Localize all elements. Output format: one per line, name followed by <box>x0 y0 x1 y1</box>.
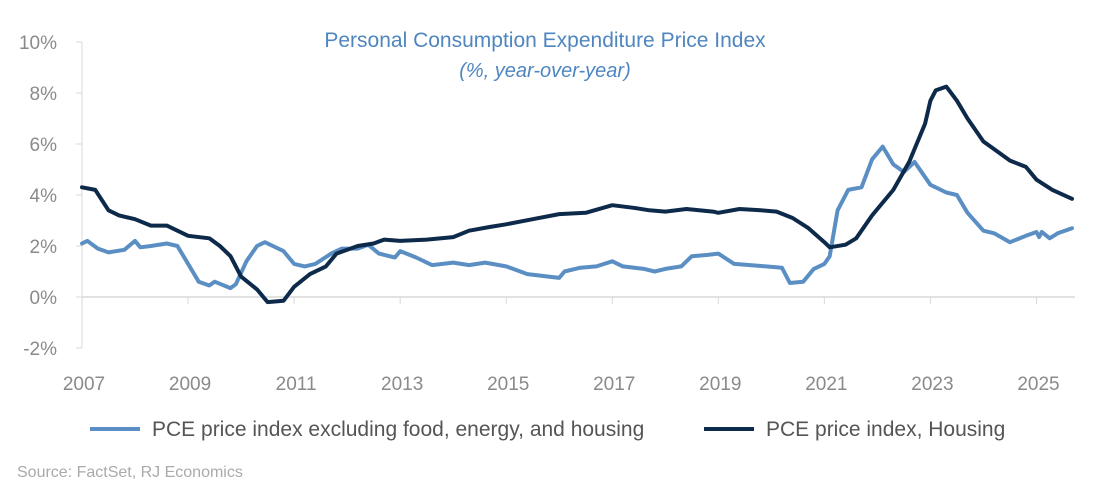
y-tick-label: 10% <box>19 33 57 54</box>
x-tick-label: 2007 <box>63 374 105 395</box>
x-tick-label: 2021 <box>805 374 847 395</box>
y-tick-label: -2% <box>23 339 57 360</box>
legend: PCE price index excluding food, energy, … <box>90 418 1005 441</box>
x-tick-label: 2023 <box>911 374 953 395</box>
x-tick-label: 2015 <box>487 374 529 395</box>
legend-label-core: PCE price index excluding food, energy, … <box>152 418 644 441</box>
x-tick-label: 2017 <box>593 374 635 395</box>
y-tick-label: 6% <box>30 135 58 156</box>
x-tick-label: 2025 <box>1017 374 1059 395</box>
series-line-core <box>80 144 1074 291</box>
x-tick-label: 2019 <box>699 374 741 395</box>
y-tick-label: 8% <box>30 84 58 105</box>
x-tick-label: 2011 <box>276 374 317 395</box>
source-note: Source: FactSet, RJ Economics <box>17 464 243 481</box>
x-tick-label: 2013 <box>381 374 423 395</box>
chart-subtitle: (%, year-over-year) <box>459 60 631 82</box>
series-line-housing <box>80 84 1074 305</box>
chart-title: Personal Consumption Expenditure Price I… <box>324 29 766 52</box>
x-tick-label: 2009 <box>169 374 211 395</box>
y-tick-label: 2% <box>30 237 58 258</box>
y-tick-label: 4% <box>30 186 58 207</box>
legend-label-housing: PCE price index, Housing <box>766 418 1005 441</box>
y-tick-label: 0% <box>30 288 58 309</box>
